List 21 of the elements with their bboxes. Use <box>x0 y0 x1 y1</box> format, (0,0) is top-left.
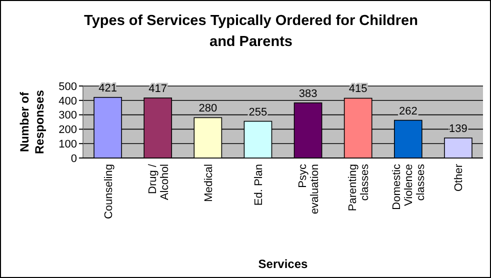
data-label: 383 <box>298 88 318 100</box>
x-tick-label: Drug / Alcohol <box>146 163 171 200</box>
x-tick-label: Ed. Plan <box>252 164 265 206</box>
chart-title: Types of Services Typically Ordered for Children and Parents <box>84 13 418 50</box>
y-tick-label: 0 <box>70 152 77 165</box>
y-tick-label: 100 <box>58 138 77 150</box>
x-tick-label: Parenting classes <box>347 164 372 212</box>
x-axis-title: Services <box>258 257 308 271</box>
y-tick-label: 200 <box>58 124 77 136</box>
y-tick-label: 300 <box>58 110 77 122</box>
data-label: 417 <box>148 82 168 95</box>
y-tick-label: 500 <box>58 80 77 93</box>
data-label: 280 <box>198 102 218 115</box>
y-tick-label: 400 <box>58 95 77 108</box>
x-tick-label: Other <box>453 164 466 192</box>
x-tick-label: Medical <box>202 164 215 202</box>
y-axis-title: Number of Responses <box>18 90 46 154</box>
data-label: 415 <box>348 83 368 96</box>
x-tick-label: Counseling <box>102 164 115 220</box>
data-label: 262 <box>398 105 418 118</box>
x-tick-label: Psyc evaluation <box>297 164 322 214</box>
